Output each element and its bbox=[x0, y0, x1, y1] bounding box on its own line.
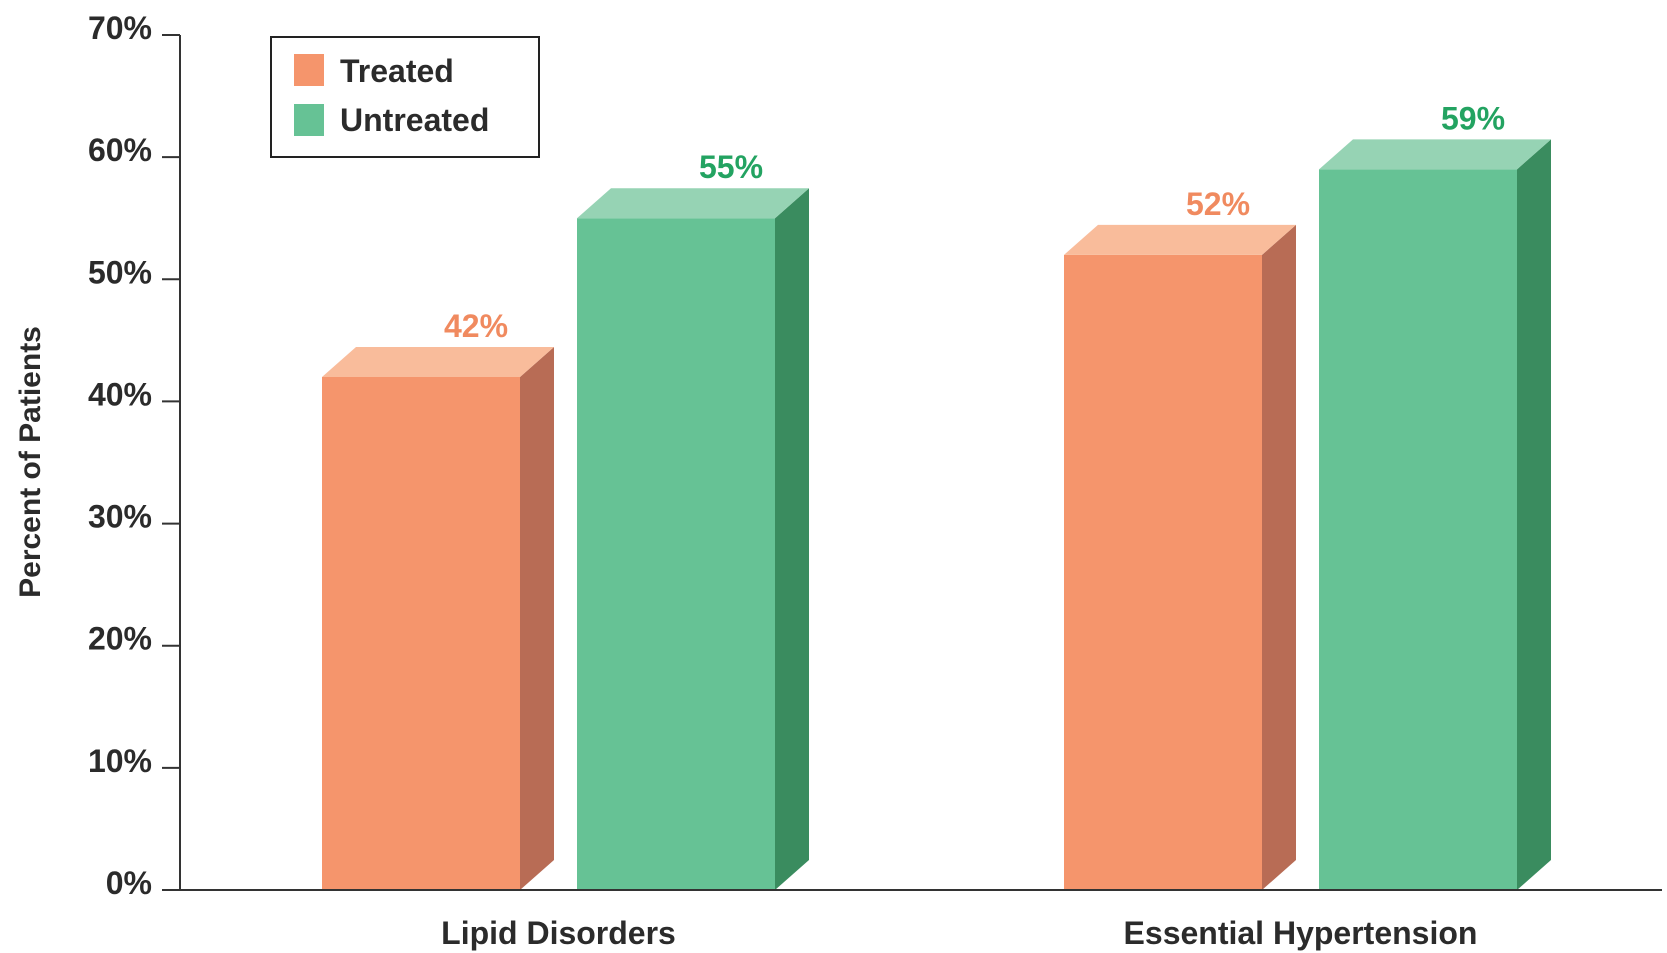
x-tick-label: Essential Hypertension bbox=[1124, 915, 1478, 951]
legend-box bbox=[270, 36, 540, 158]
bar-top bbox=[1319, 139, 1551, 170]
bar-front bbox=[322, 377, 520, 890]
bar-data-label: 52% bbox=[1186, 186, 1250, 222]
bar-front bbox=[1064, 254, 1262, 890]
bar-treated-1 bbox=[322, 347, 554, 890]
y-tick-label: 60% bbox=[88, 132, 152, 168]
bar-front bbox=[577, 218, 775, 890]
legend: Treated Untreated bbox=[270, 36, 540, 158]
y-tick-label: 10% bbox=[88, 743, 152, 779]
legend-label-treated: Treated bbox=[340, 53, 454, 89]
x-axis-tick-labels: Lipid Disorders Essential Hypertension bbox=[441, 915, 1477, 951]
bar-side bbox=[520, 347, 554, 890]
y-axis-ticks: 0% 10% 20% 30% 40% 50% 60% 70% bbox=[88, 10, 180, 901]
bar-side bbox=[1517, 139, 1551, 890]
bar-side bbox=[775, 188, 809, 890]
bar-data-label: 55% bbox=[699, 149, 763, 185]
bar-top bbox=[1064, 224, 1296, 255]
y-tick-label: 50% bbox=[88, 254, 152, 290]
legend-label-untreated: Untreated bbox=[340, 102, 489, 138]
bar-data-label: 59% bbox=[1441, 100, 1505, 136]
bar-data-labels: 42% 55% 52% 59% bbox=[444, 100, 1505, 344]
bar-top bbox=[322, 347, 554, 377]
y-tick-label: 30% bbox=[88, 499, 152, 535]
bar-untreated-1 bbox=[577, 188, 809, 890]
bar-top bbox=[577, 188, 809, 219]
bar-treated-2 bbox=[1064, 224, 1296, 890]
y-tick-label: 20% bbox=[88, 621, 152, 657]
legend-swatch-treated bbox=[294, 54, 324, 86]
legend-swatch-untreated bbox=[294, 104, 324, 136]
bar-untreated-2 bbox=[1319, 139, 1551, 890]
y-tick-label: 40% bbox=[88, 376, 152, 412]
y-axis-label: Percent of Patients bbox=[14, 326, 47, 598]
x-tick-label: Lipid Disorders bbox=[441, 915, 676, 951]
bar-data-label: 42% bbox=[444, 308, 508, 344]
bar-front bbox=[1319, 169, 1517, 890]
y-tick-label: 0% bbox=[106, 865, 152, 901]
bar-side bbox=[1262, 224, 1296, 890]
bars bbox=[322, 139, 1551, 890]
y-tick-label: 70% bbox=[88, 10, 152, 46]
